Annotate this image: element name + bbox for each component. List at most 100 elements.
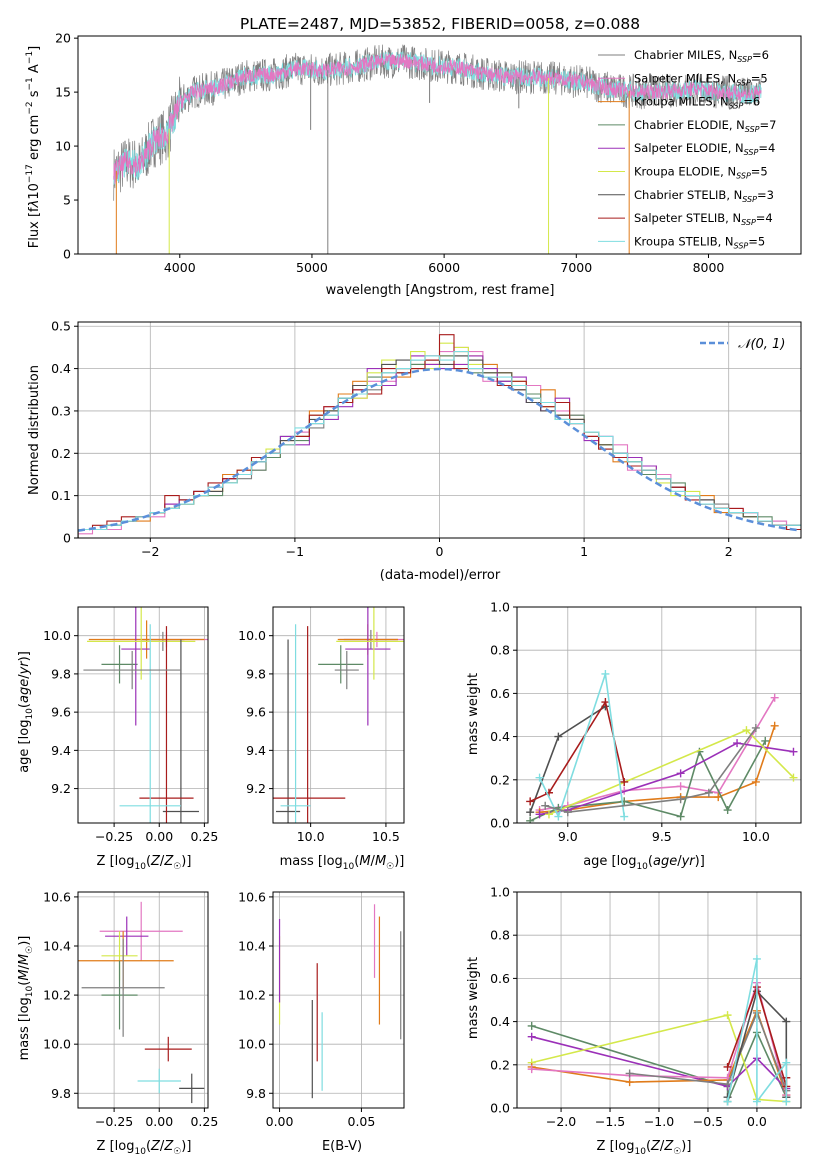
clip-group: [278, 904, 402, 1099]
massweight-vs-age-marker-6-2: [601, 698, 610, 707]
massweight-vs-age-ytick-label-1: 0.2: [490, 772, 510, 787]
massweight-vs-Z-marker-5-1: [723, 1080, 732, 1089]
massweight-vs-age-xtick-label-0: 9.0: [558, 829, 578, 844]
mass-vs-Z-ytick-label-1: 10.0: [43, 1037, 71, 1052]
massweight-vs-Z-xtick-label-1: −1.5: [595, 1114, 625, 1129]
mass-vs-Z-frame: [77, 891, 209, 1109]
massweight-vs-Z-x-axis-label: Z [log10(Z/Z☉)]: [597, 1139, 692, 1157]
massweight-vs-age-marker-3-2: [676, 769, 685, 778]
mass-vs-EBV-xtick-label-0: 0.00: [266, 1114, 294, 1129]
spectrum-series-salpeter-miles: [113, 53, 762, 184]
legend-label-6: Chabrier STELIB, NSSP=3: [634, 188, 774, 204]
massweight-vs-Z-marker-4-0: [527, 1065, 536, 1074]
age-vs-Z-ytick-label-3: 9.8: [51, 666, 71, 681]
massweight-vs-Z-ytick-label-2: 0.4: [490, 1014, 510, 1029]
legend-label-1: Salpeter MILES, NSSP=5: [634, 71, 768, 87]
spectrum-xtick-label-4: 8000: [693, 260, 725, 275]
massweight-vs-Z-series-kroupa-elodie: [531, 1014, 787, 1103]
mass-vs-Z-plot: −0.25 0.00 0.25 9.8 10.0 10.2 10.4 10.6: [43, 889, 218, 1129]
residuals-panel: −2 −1 0 1 2 0 0.1 0.2 0.3 0.4 0.5 𝒩(0, 1) (data-mo…: [27, 319, 802, 583]
mass-vs-Z-ytick-label-4: 10.6: [43, 889, 71, 904]
massweight-vs-age-marker-7-0: [535, 773, 544, 782]
massweight-vs-Z-xtick-label-4: 0.0: [747, 1114, 767, 1129]
massweight-vs-Z-marker-8-4: [782, 1097, 791, 1106]
spectrum-plot: 4000 5000 6000 7000 8000 0 5 10 15 20: [55, 31, 802, 275]
massweight-vs-age-marker-1-6: [770, 721, 779, 730]
residuals-xtick-label-4: 2: [725, 544, 733, 559]
spectrum-panel: 4000 5000 6000 7000 8000 0 5 10 15 20 Chabrier MI…: [25, 31, 802, 298]
residuals-ytick-label-0: 0: [63, 531, 71, 546]
massweight-vs-Z-series-chabrier-miles: [629, 1010, 788, 1091]
mass-vs-Z-xtick-label-0: −0.25: [95, 1114, 133, 1129]
age-vs-Z-frame: [77, 606, 209, 824]
mass-vs-EBV-ytick-label-0: 9.8: [246, 1086, 266, 1101]
massweight-vs-age-frame: [516, 606, 802, 824]
mass-vs-EBV-xtick-label-1: 0.05: [348, 1114, 376, 1129]
mass-vs-Z-xtick-label-2: 0.25: [190, 1114, 218, 1129]
massweight-vs-age-marker-4-0: [544, 810, 553, 819]
age-vs-mass-ytick-label-2: 9.6: [246, 705, 266, 720]
massweight-vs-Z-marker-1-0: [527, 1032, 536, 1041]
massweight-vs-Z-marker-8-1: [752, 954, 761, 963]
massweight-vs-Z-marker-8-2: [752, 1097, 761, 1106]
massweight-vs-age-ytick-label-2: 0.4: [490, 729, 510, 744]
massweight-vs-Z-marker-2-1: [723, 1011, 732, 1020]
massweight-vs-age-marker-2-6: [761, 736, 770, 745]
clip-group: [273, 607, 404, 823]
residuals-legend: 𝒩(0, 1): [700, 337, 785, 352]
massweight-vs-Z-xtick-label-0: −2.0: [546, 1114, 576, 1129]
massweight-vs-age-marker-7-3: [620, 812, 629, 821]
massweight-vs-age-marker-8-1: [563, 808, 572, 817]
spectrum-x-axis-label: wavelength [Angstrom, rest frame]: [326, 283, 555, 298]
clip-group: [78, 901, 205, 1104]
age-vs-Z-xtick-label-1: 0.00: [145, 829, 173, 844]
massweight-vs-age-marker-3-4: [789, 747, 798, 756]
massweight-vs-age-marker-5-0: [526, 808, 535, 817]
age-vs-mass-ytick-label-1: 9.4: [246, 743, 266, 758]
spectrum-xtick-label-3: 7000: [560, 260, 592, 275]
age-vs-Z-y-axis-label: age [log10(age/yr)]: [17, 651, 35, 773]
residuals-ytick-label-5: 0.5: [51, 319, 71, 334]
age-vs-mass-frame: [272, 606, 405, 824]
massweight-vs-age-xtick-label-1: 9.5: [652, 829, 672, 844]
mass-vs-EBV-frame: [272, 891, 405, 1109]
massweight-vs-age-ytick-label-3: 0.6: [490, 686, 510, 701]
massweight-vs-age-marker-4-1: [742, 726, 751, 735]
massweight-vs-Z-ytick-label-4: 0.8: [490, 928, 510, 943]
massweight-vs-Z-series-salpeter-elodie: [531, 1035, 787, 1090]
age-vs-Z-panel: −0.25 0.00 0.25 9.2 9.4 9.6 9.8 10.0 Z [log10(Z…: [17, 606, 218, 872]
age-vs-mass-panel: 10.0 10.5 9.2 9.4 9.6 9.8 10.0 mass [log10(M/M…: [238, 606, 405, 872]
massweight-vs-age-marker-8-4: [751, 723, 760, 732]
massweight-vs-Z-ytick-label-1: 0.2: [490, 1057, 510, 1072]
figure-title: PLATE=2487, MJD=53852, FIBERID=0058, z=0…: [240, 15, 640, 33]
spectrum-frame: [77, 35, 802, 255]
age-vs-mass-xtick-label-1: 10.5: [372, 829, 400, 844]
residuals-x-axis-label: (data-model)/error: [380, 568, 501, 583]
age-vs-mass-ytick-label-3: 9.8: [246, 666, 266, 681]
massweight-vs-Z-marker-8-0: [723, 1097, 732, 1106]
mass-vs-EBV-ytick-label-4: 10.6: [238, 889, 266, 904]
massweight-vs-age-marker-5-1: [554, 732, 563, 741]
massweight-vs-Z-marker-7-0: [723, 1062, 732, 1071]
massweight-vs-age-marker-8-0: [541, 801, 550, 810]
age-vs-mass-ytick-label-4: 10.0: [238, 628, 266, 643]
residuals-ytick-label-4: 0.4: [51, 361, 71, 376]
massweight-vs-age-x-axis-label: age [log10(age/yr)]: [583, 854, 705, 872]
age-vs-Z-ytick-label-4: 10.0: [43, 628, 71, 643]
residuals-xtick-label-0: −2: [141, 544, 159, 559]
massweight-vs-Z-marker-8-3: [782, 1058, 791, 1067]
histogram-kroupa-stelib: [78, 351, 801, 538]
residuals-legend-label: 𝒩(0, 1): [738, 337, 785, 352]
spectrum-ytick-label-1: 5: [63, 193, 71, 208]
legend-label-8: Kroupa STELIB, NSSP=5: [634, 234, 765, 250]
legend-label-4: Salpeter ELODIE, NSSP=4: [634, 141, 775, 157]
massweight-vs-age-marker-7-1: [554, 812, 563, 821]
massweight-vs-Z-xtick-label-3: −0.5: [693, 1114, 723, 1129]
massweight-vs-age-xtick-label-2: 10.0: [742, 829, 770, 844]
spectrum-y-axis-label: Flux [fλ10−17 erg cm−2 s−1 A−1]: [25, 46, 42, 248]
normal-curve: [78, 367, 801, 532]
age-vs-mass-x-axis-label: mass [log10(M/M☉)]: [280, 854, 405, 872]
residuals-ytick-label-2: 0.2: [51, 446, 71, 461]
spectrum-ytick-label-4: 20: [55, 31, 71, 46]
